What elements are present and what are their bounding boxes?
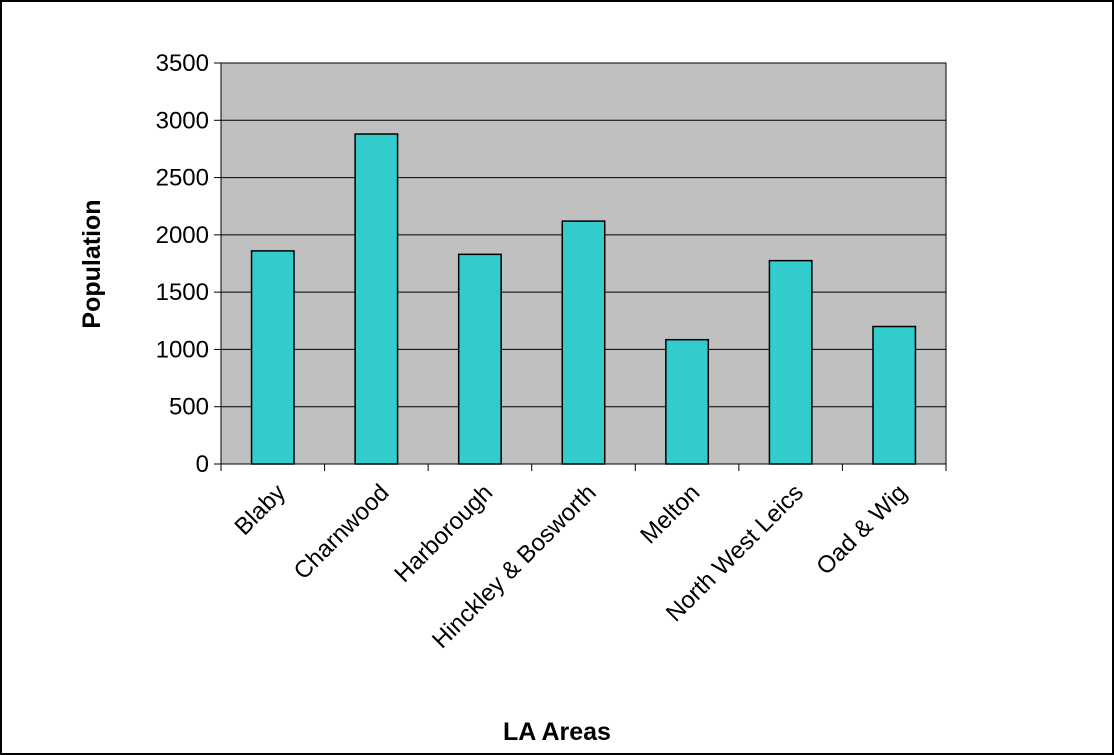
- y-axis-title: Population: [78, 199, 106, 328]
- x-axis-title: LA Areas: [503, 718, 611, 746]
- y-tick-label: 2000: [156, 222, 209, 249]
- y-tick-label: 500: [169, 394, 209, 421]
- bars: [250, 133, 917, 465]
- y-tick-label: 2500: [156, 165, 209, 192]
- x-tick-label: Charnwood: [289, 479, 395, 585]
- y-tick-label: 1500: [156, 279, 209, 306]
- y-tick-label: 3000: [156, 107, 209, 134]
- axes: [214, 62, 947, 471]
- y-tick-label: 1000: [156, 336, 209, 363]
- bar-melton: [665, 338, 710, 465]
- bar-oad-wig: [872, 325, 917, 465]
- bar-charnwood: [354, 133, 399, 465]
- bar-harborough: [457, 253, 502, 465]
- y-tick-label: 3500: [156, 50, 209, 77]
- x-tick-label: Melton: [635, 479, 705, 549]
- x-tick-label: Harborough: [389, 479, 498, 588]
- y-tick-label: 0: [196, 451, 209, 478]
- bar-north-west-leics: [768, 259, 813, 465]
- gridlines: [221, 62, 946, 408]
- bar-blaby: [250, 250, 295, 465]
- x-tick-label: Blaby: [229, 479, 291, 541]
- bar-hinckley-bosworth: [561, 220, 606, 465]
- x-tick-label: Oad & Wig: [811, 479, 912, 580]
- y-tick-labels: 0 500 1000 1500 2000 2500 3000 3500: [156, 50, 209, 478]
